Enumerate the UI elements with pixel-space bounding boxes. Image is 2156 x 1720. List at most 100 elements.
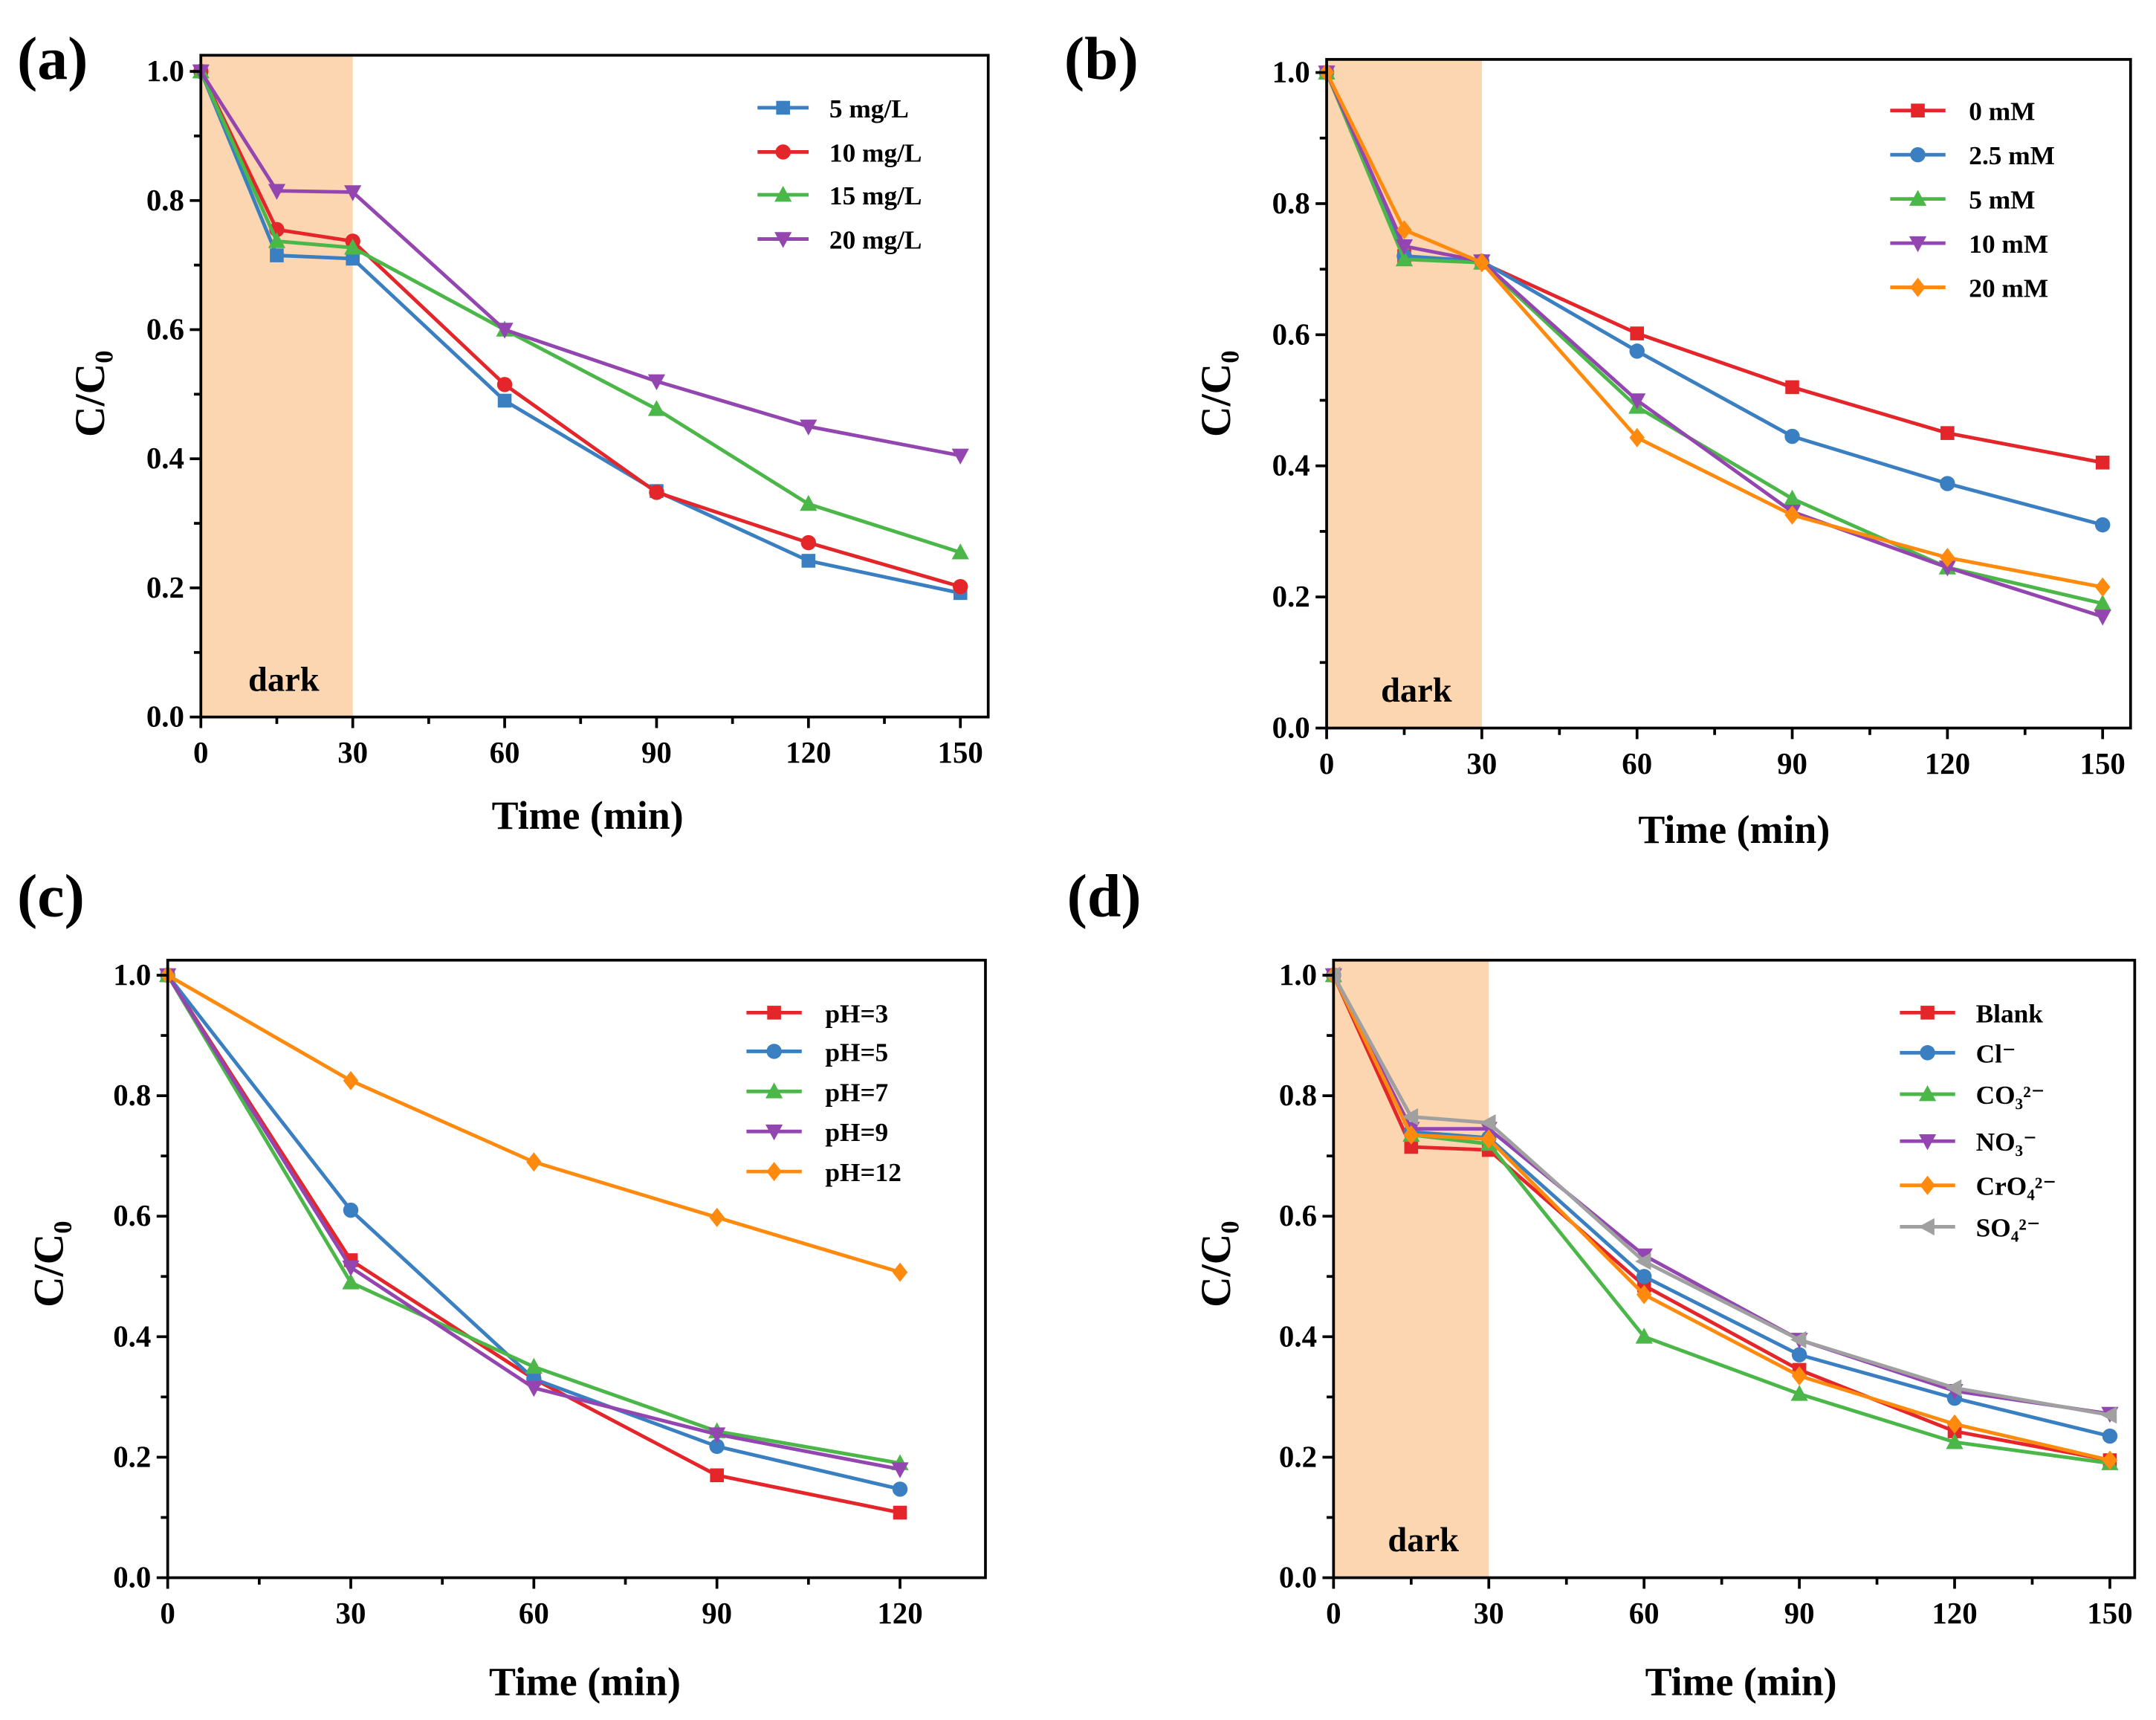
y-tick-label: 0.2: [146, 571, 184, 604]
x-tick-label: 120: [877, 1597, 922, 1630]
y-tick-label: 0.2: [113, 1440, 151, 1473]
data-point: [1945, 1379, 1962, 1397]
data-point: [1629, 427, 1645, 447]
legend-marker: [1920, 1175, 1935, 1195]
data-point: [1791, 1347, 1807, 1362]
series-1: [160, 967, 908, 1497]
data-point: [800, 534, 817, 551]
legend-marker: [766, 1162, 782, 1182]
legend-marker: [774, 185, 792, 202]
dark-region: [201, 55, 353, 717]
dark-region-label: dark: [248, 661, 320, 699]
dark-region: [1333, 960, 1489, 1578]
data-point: [1402, 1108, 1419, 1126]
panel-label: (b): [1064, 25, 1139, 92]
panel-b: dark 0 mM 2.5 mM 5 mM 10 mM 20 mM 0 30 60 90 120 15…: [1064, 25, 2132, 852]
x-tick-label: 150: [938, 736, 983, 769]
legend-label: 20 mg/L: [829, 226, 922, 255]
legend-marker: [1909, 190, 1927, 206]
data-point: [647, 374, 666, 391]
legend-label: 5 mM: [1969, 186, 2035, 215]
data-point: [1635, 1252, 1651, 1270]
y-axis-title: C/C₀: [67, 350, 114, 436]
legend-marker: [1918, 1134, 1937, 1151]
dark-region-label: dark: [1388, 1522, 1459, 1559]
x-axis-title: Time (min): [1638, 807, 1830, 852]
y-tick-label: 0.8: [113, 1079, 151, 1112]
data-point: [951, 448, 969, 465]
data-point: [1628, 393, 1646, 410]
legend-label: pH=3: [825, 999, 888, 1028]
legend-marker: [765, 1124, 783, 1141]
series-line: [166, 973, 901, 1274]
y-tick-label: 0.4: [1272, 449, 1310, 482]
series-3: [159, 968, 909, 1478]
legend-label: 10 mM: [1969, 230, 2048, 259]
data-point: [343, 1070, 359, 1090]
data-point: [1783, 489, 1801, 506]
data-point: [525, 1380, 543, 1397]
x-tick-label: 60: [1622, 747, 1652, 780]
data-point: [891, 1462, 909, 1478]
data-point: [343, 1202, 359, 1218]
legend-label: 0 mM: [1969, 97, 2035, 126]
y-tick-label: 0.2: [1279, 1440, 1317, 1473]
data-point: [800, 419, 818, 436]
plot-frame: [1332, 958, 2137, 1580]
data-point: [268, 232, 286, 248]
y-tick-label: 0.8: [1279, 1079, 1317, 1112]
plot-frame: [1325, 58, 2132, 730]
x-tick-label: 30: [1474, 1597, 1504, 1630]
x-tick-label: 0: [1326, 1597, 1341, 1630]
panel-label: (c): [17, 861, 85, 929]
y-tick-label: 0.6: [113, 1199, 151, 1232]
data-point: [1946, 1414, 1963, 1434]
x-axis-title: Time (min): [1645, 1660, 1837, 1704]
data-point: [709, 1438, 725, 1455]
x-tick-label: 0: [1319, 747, 1334, 780]
series-line: [166, 974, 901, 1515]
legend-label: SO₄²⁻: [1976, 1213, 2041, 1242]
data-point: [649, 485, 664, 500]
y-axis-title: C/C₀: [25, 1221, 72, 1307]
x-tick-label: 120: [786, 736, 831, 769]
panel-c: pH=3 pH=5 pH=7 pH=9 pH=12 0 30 60 90 120 0.0 0.2 0.4…: [17, 861, 987, 1704]
data-point: [2095, 456, 2110, 470]
legend-label: pH=5: [825, 1038, 888, 1067]
data-point: [344, 239, 362, 255]
data-point: [344, 185, 362, 201]
legend-label: CO₃²⁻: [1976, 1081, 2045, 1110]
data-point: [342, 1273, 360, 1290]
series-4: [160, 966, 908, 1282]
x-axis-title: Time (min): [492, 793, 684, 838]
dark-region-label: dark: [1381, 672, 1452, 710]
x-tick-label: 30: [336, 1597, 366, 1630]
data-point: [801, 554, 816, 568]
data-point: [1403, 1125, 1419, 1145]
y-tick-label: 0.4: [1279, 1319, 1317, 1353]
x-tick-label: 0: [160, 1597, 175, 1630]
data-point: [2100, 1406, 2117, 1424]
data-point: [1404, 1139, 1419, 1154]
data-point: [1395, 250, 1414, 267]
y-tick-label: 0.0: [146, 700, 184, 734]
data-point: [892, 1481, 908, 1497]
dark-region: [1327, 59, 1482, 728]
data-point: [892, 1262, 908, 1282]
legend-marker: [776, 100, 790, 115]
data-point: [497, 393, 512, 408]
y-tick-label: 0.6: [1272, 317, 1310, 351]
x-tick-label: 60: [1629, 1597, 1660, 1630]
data-point: [1938, 560, 1956, 577]
panel-d: dark Blank Cl⁻ CO₃²⁻ NO₃⁻ CrO₄²⁻ SO₄²⁻ 0 30 60 90 1…: [1067, 861, 2137, 1704]
data-point: [709, 1207, 725, 1227]
data-point: [1940, 426, 1955, 440]
legend-marker: [765, 1082, 783, 1099]
data-point: [708, 1427, 726, 1443]
data-point: [270, 248, 284, 262]
y-tick-label: 1.0: [1272, 56, 1310, 89]
x-tick-label: 150: [2080, 747, 2126, 780]
y-axis-title: C/C₀: [1193, 350, 1240, 436]
data-point: [496, 377, 513, 392]
y-tick-label: 0.0: [1279, 1561, 1317, 1594]
